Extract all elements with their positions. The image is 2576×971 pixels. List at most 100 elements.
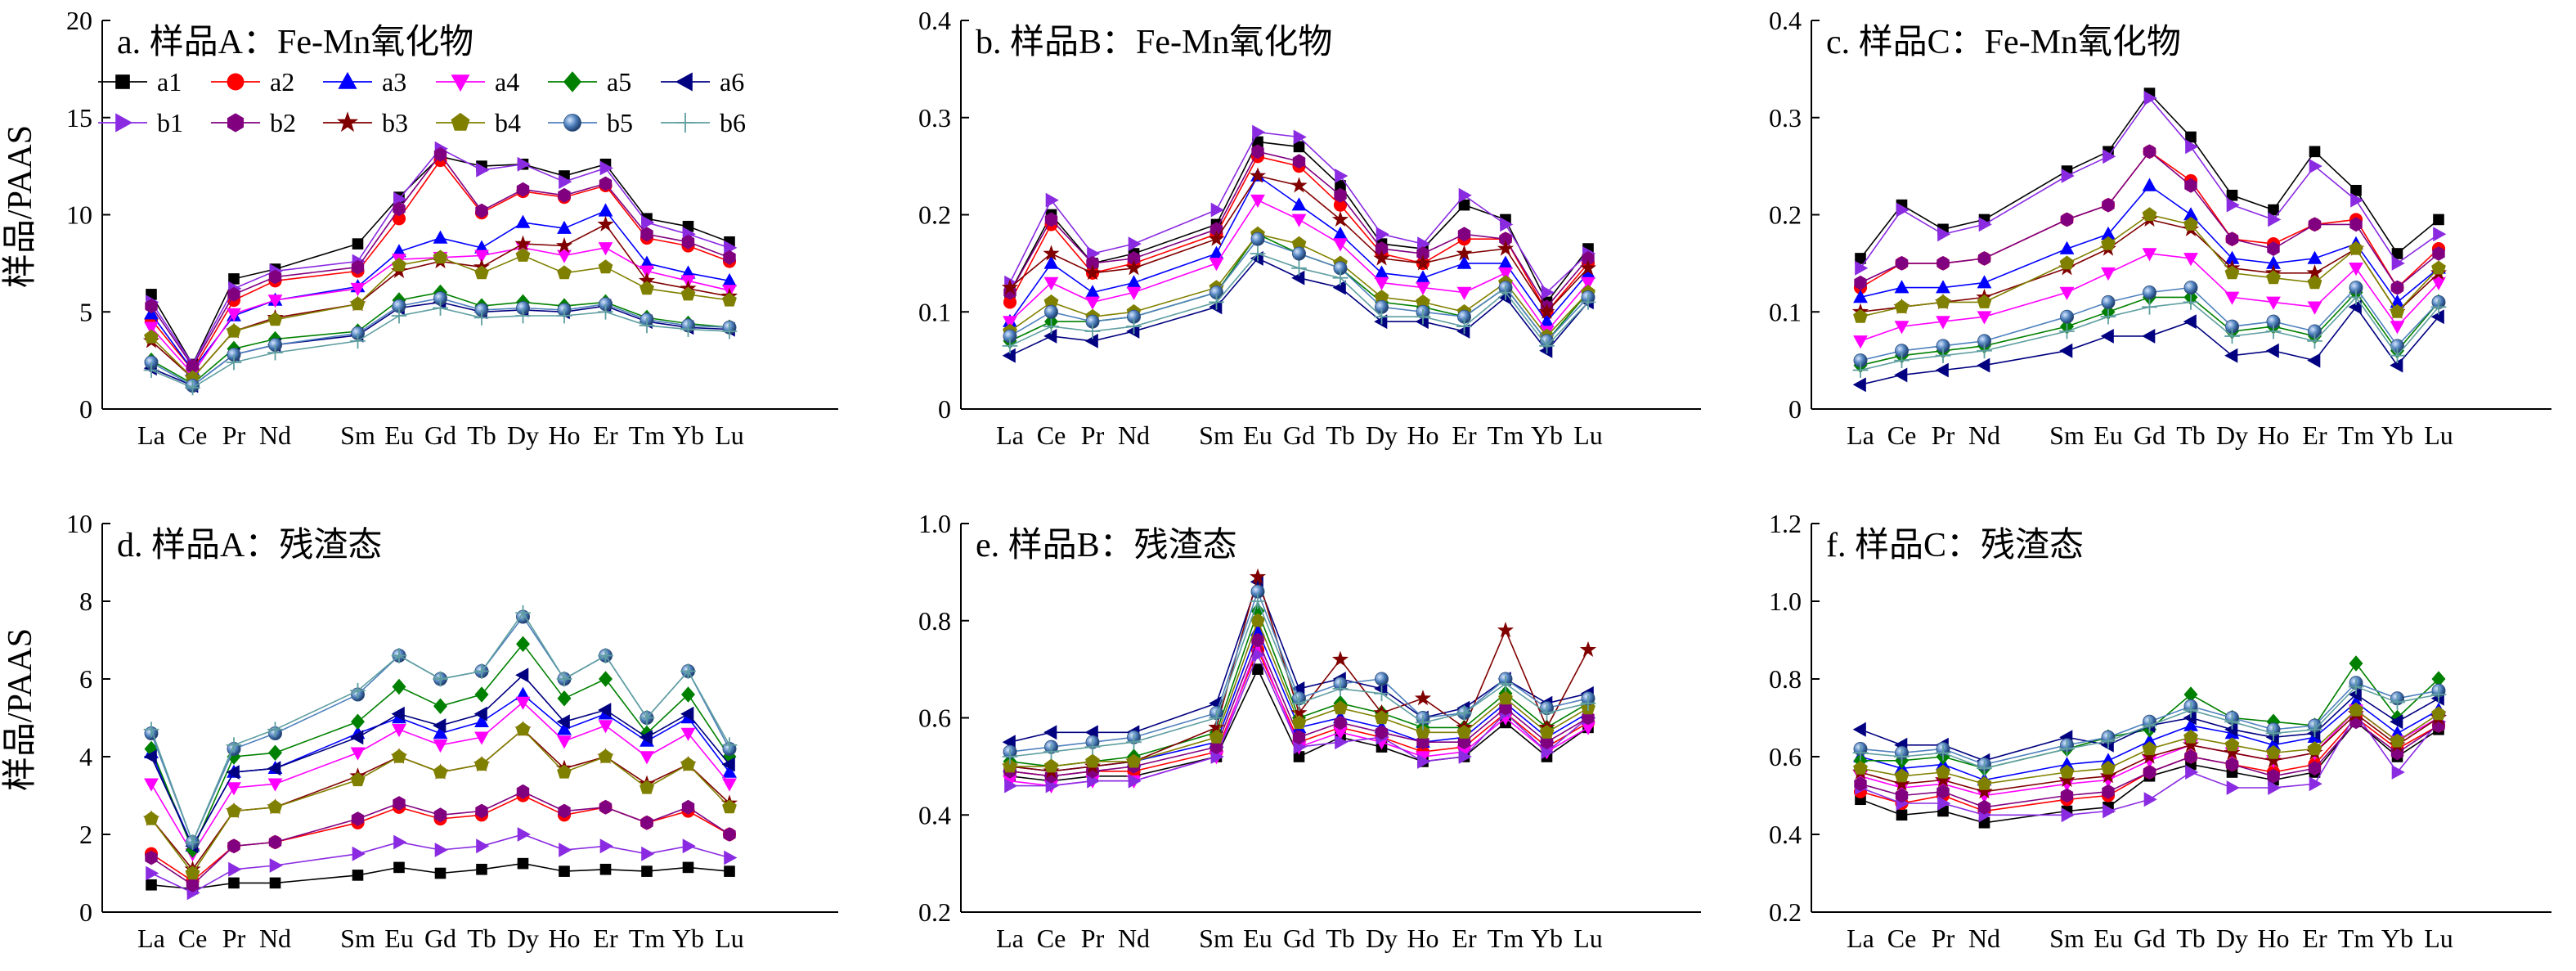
point-a4 [2101,267,2116,281]
series-line-a5 [1860,291,2439,366]
x-tick-label: Pr [1081,420,1105,450]
point-b1 [724,240,738,255]
y-tick-label: 20 [66,6,92,35]
point-b2 [681,799,695,815]
point-b1 [2309,776,2322,792]
series-a1 [146,857,735,895]
point-b1 [559,174,572,190]
point-b6 [2183,702,2199,718]
x-tick-label: Lu [715,924,744,953]
legend-label: b5 [607,108,633,137]
y-tick-label: 2 [79,820,92,849]
point-b2 [433,807,447,823]
point-b6 [2100,733,2116,749]
point-b4 [640,281,654,295]
legend-marker-a4 [451,74,470,92]
point-a5 [557,690,572,707]
point-a3 [557,722,572,735]
point-b5 [2183,281,2198,295]
series-b1 [1004,124,1596,300]
point-b4 [1936,764,1950,779]
series-line-b1 [150,834,730,894]
x-tick-label: Tm [2338,420,2375,450]
series-b2 [1854,144,2445,295]
point-a6 [2224,722,2238,737]
point-a5 [2431,671,2446,687]
point-b2 [2060,788,2074,803]
point-b1 [517,827,531,842]
point-b3 [2182,736,2200,753]
series-b5 [1853,281,2446,368]
point-b3 [1001,278,1019,295]
point-b1 [1855,260,1869,276]
series-b6 [1002,245,1596,354]
series-line-a2 [1009,648,1589,777]
chart-panel-a: 0 5 10 15 20 La Ce Pr Nd Sm Eu Gd Tb Dy Ho Er Tm Yb Lu a. 样… [2,6,838,450]
legend-item-b3: b3 [323,108,408,137]
x-tick-label: Dy [2216,420,2248,450]
point-b3 [1290,177,1308,193]
point-b4 [1936,294,1950,308]
point-b3 [597,215,614,232]
point-a4 [1498,267,1513,281]
point-b5 [1250,232,1265,246]
point-b1 [228,861,242,877]
y-tick-label: 0.1 [918,297,951,326]
series-line-a6 [1860,693,2439,762]
x-tick-label: Ce [1037,420,1066,450]
x-tick-label: Dy [507,924,539,953]
point-b4 [1456,725,1472,739]
point-b6 [1894,353,1910,368]
point-b5 [1044,304,1058,319]
legend-item-b2: b2 [211,108,296,137]
point-b2 [475,203,488,218]
legend-marker-a6 [675,72,693,92]
point-b1 [2268,212,2282,227]
x-tick-label: La [137,420,165,450]
point-b4 [1250,613,1265,627]
point-a4 [1333,726,1348,740]
point-a2 [1333,198,1348,212]
point-b6 [1332,681,1349,697]
legend-label: b2 [270,108,296,137]
point-a1 [2433,214,2444,226]
point-b2 [723,827,736,842]
series-a6 [1852,299,2444,393]
point-b2 [2102,197,2115,213]
point-b1 [2185,139,2199,155]
point-b2 [145,299,158,314]
point-b4 [2142,207,2157,222]
x-tick-label: Nd [1118,924,1150,953]
point-b1 [1252,124,1266,140]
point-b6 [1539,705,1555,721]
point-a6 [1084,333,1098,348]
point-a3 [2224,250,2240,264]
y-tick-label: 0.1 [1769,297,1802,326]
point-b6 [1084,739,1101,755]
point-a1 [2226,189,2238,201]
point-b1 [2143,91,2157,106]
x-tick-label: Pr [222,420,246,450]
y-tick-label: 4 [79,742,92,771]
series-b4 [1853,207,2446,323]
point-b2 [599,799,613,815]
point-a6 [1291,270,1305,285]
y-tick-label: 0.3 [1769,103,1802,133]
point-b4 [392,257,406,272]
point-b5 [2143,285,2156,299]
x-tick-label: Yb [2381,420,2413,450]
series-line-a3 [1009,174,1589,323]
point-b6 [2390,695,2405,710]
y-tick-label: 8 [79,587,92,616]
point-a6 [143,749,157,764]
legend-marker-b3 [336,111,359,133]
point-a3 [2266,737,2281,751]
series-line-a4 [1860,253,2439,342]
point-b2 [1375,725,1389,740]
point-a2 [392,212,406,226]
point-b3 [1579,259,1597,276]
point-b1 [2103,803,2116,819]
point-b6 [2059,741,2075,757]
point-a1 [1293,751,1305,762]
point-b2 [393,796,406,811]
